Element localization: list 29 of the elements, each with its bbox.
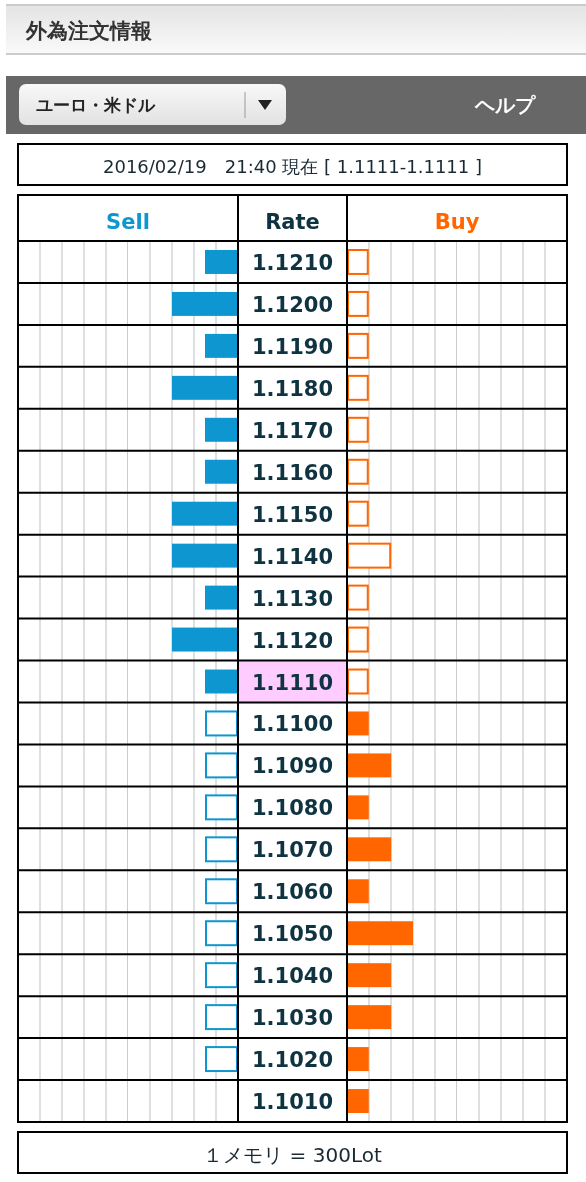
chart-title: 外為注文情報 <box>25 19 152 43</box>
y-tick-label: 1.1160 <box>251 460 334 485</box>
text: 2016/02/19 21:40 現在 [ 1.1111-1.1111 ] <box>102 156 483 177</box>
y-tick-label: 1.1090 <box>251 754 334 779</box>
text: Buy <box>434 210 480 234</box>
y-tick-label: 1.1080 <box>251 796 334 821</box>
y-tick-label: 1.1070 <box>251 838 334 863</box>
y-tick-label: 1.1150 <box>251 502 334 527</box>
y-tick-label: 1.1020 <box>251 1048 334 1073</box>
y-tick-label: 1.1010 <box>251 1090 334 1115</box>
text: １メモリ = 300Lot <box>203 1143 382 1167</box>
y-tick-label: 1.1030 <box>251 1006 334 1031</box>
text: ユーロ・米ドル <box>36 95 156 115</box>
y-tick-label: 1.1210 <box>251 250 334 275</box>
y-tick-label: 1.1130 <box>251 586 334 611</box>
y-tick-label: 1.1050 <box>251 922 334 947</box>
y-tick-label: 1.1040 <box>251 964 334 989</box>
y-tick-label: 1.1120 <box>251 628 334 653</box>
text: Sell <box>106 210 150 234</box>
y-tick-label: 1.1190 <box>251 334 334 359</box>
y-tick-label: 1.1110 <box>251 670 334 695</box>
y-tick-label: 1.1060 <box>251 880 334 905</box>
y-tick-label: 1.1200 <box>251 292 334 317</box>
y-axis-title: Rate <box>265 210 320 234</box>
y-tick-label: 1.1180 <box>251 376 334 401</box>
y-tick-label: 1.1140 <box>251 544 334 569</box>
y-tick-label: 1.1100 <box>251 712 334 737</box>
text: ヘルプ <box>474 93 536 117</box>
y-tick-label: 1.1170 <box>251 418 334 443</box>
